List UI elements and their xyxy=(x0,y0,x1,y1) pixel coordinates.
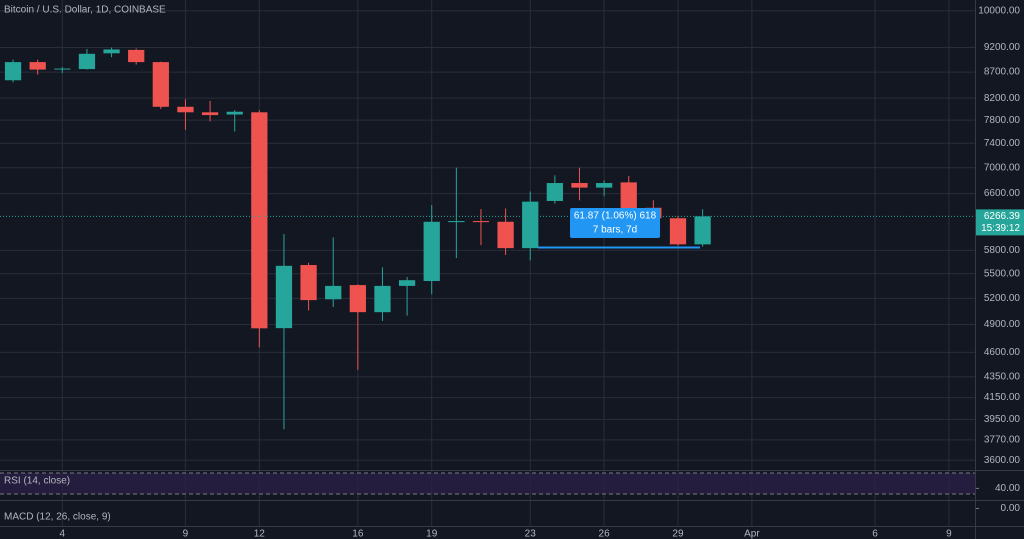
candle-body xyxy=(669,218,687,245)
y-tick-label: 7000.00 xyxy=(984,162,1021,173)
x-tick-label: 19 xyxy=(426,529,438,539)
y-tick-label: 4600.00 xyxy=(984,347,1021,358)
candle-body xyxy=(128,49,145,63)
y-tick-label: 5500.00 xyxy=(984,268,1021,279)
rsi-label: RSI (14, close) xyxy=(4,476,70,487)
candle-body xyxy=(103,49,120,54)
y-tick-label: 6600.00 xyxy=(984,188,1021,199)
y-tick-label: 8700.00 xyxy=(984,67,1021,78)
candle-body xyxy=(275,265,293,329)
y-tick-label: 40.00 xyxy=(995,483,1020,494)
macd-label: MACD (12, 26, close, 9) xyxy=(4,512,111,523)
y-tick-label: 3950.00 xyxy=(984,414,1021,425)
candle-body xyxy=(251,112,268,329)
y-tick-label: 7800.00 xyxy=(984,115,1021,126)
measure-text: 61.87 (1.06%) 618 xyxy=(574,211,657,222)
y-tick-label: 5800.00 xyxy=(984,245,1021,256)
x-tick-label: 9 xyxy=(183,529,189,539)
candle-body xyxy=(201,112,219,116)
y-tick-label: 4350.00 xyxy=(984,372,1021,383)
x-tick-label: 29 xyxy=(672,529,684,539)
measure-box[interactable] xyxy=(570,208,660,238)
x-tick-label: 26 xyxy=(599,529,611,539)
y-tick-label: 0.00 xyxy=(1001,503,1021,514)
candle-body xyxy=(694,216,711,245)
candle-body xyxy=(571,183,588,188)
candle-body xyxy=(398,280,416,286)
candle-body xyxy=(546,183,563,201)
x-tick-label: 4 xyxy=(60,529,66,539)
x-tick-label: 23 xyxy=(525,529,537,539)
chart-title: Bitcoin / U.S. Dollar, 1D, COINBASE xyxy=(4,5,166,16)
x-tick-label: Apr xyxy=(744,529,760,539)
candle-body xyxy=(497,221,514,249)
candle-body xyxy=(349,285,366,313)
x-tick-label: 12 xyxy=(254,529,266,539)
candle-body xyxy=(54,68,71,70)
candle-body xyxy=(448,221,465,223)
candle-body xyxy=(620,182,637,209)
y-tick-label: 10000.00 xyxy=(978,5,1020,16)
y-tick-label: 3770.00 xyxy=(984,434,1021,445)
y-tick-label: 9200.00 xyxy=(984,42,1021,53)
candle-body xyxy=(522,201,539,249)
y-tick-label: 4900.00 xyxy=(984,319,1021,330)
candle-body xyxy=(595,183,613,188)
last-price-box xyxy=(976,209,1024,236)
rsi-band xyxy=(0,473,975,494)
candle-body xyxy=(78,53,96,70)
x-tick-label: 6 xyxy=(872,529,878,539)
last-price-label: 6266.39 xyxy=(984,211,1021,222)
candle-body xyxy=(374,285,391,313)
candle-body xyxy=(300,265,317,301)
y-tick-label: 3600.00 xyxy=(984,455,1021,466)
candle-body xyxy=(226,111,243,115)
measure-text: 7 bars, 7d xyxy=(593,225,637,236)
y-tick-label: 7400.00 xyxy=(984,138,1021,149)
candle-body xyxy=(29,62,46,70)
candle-body xyxy=(177,106,194,113)
candle-body xyxy=(4,62,22,81)
x-tick-label: 16 xyxy=(352,529,364,539)
candle-body xyxy=(472,221,490,223)
candle-body xyxy=(325,285,342,300)
candle-body xyxy=(423,221,440,282)
y-tick-label: 4150.00 xyxy=(984,392,1021,403)
x-tick-label: 9 xyxy=(946,529,952,539)
candle-body xyxy=(152,62,169,107)
y-tick-label: 5200.00 xyxy=(984,293,1021,304)
countdown-label: 15:39:12 xyxy=(981,223,1020,234)
y-tick-label: 8200.00 xyxy=(984,93,1021,104)
